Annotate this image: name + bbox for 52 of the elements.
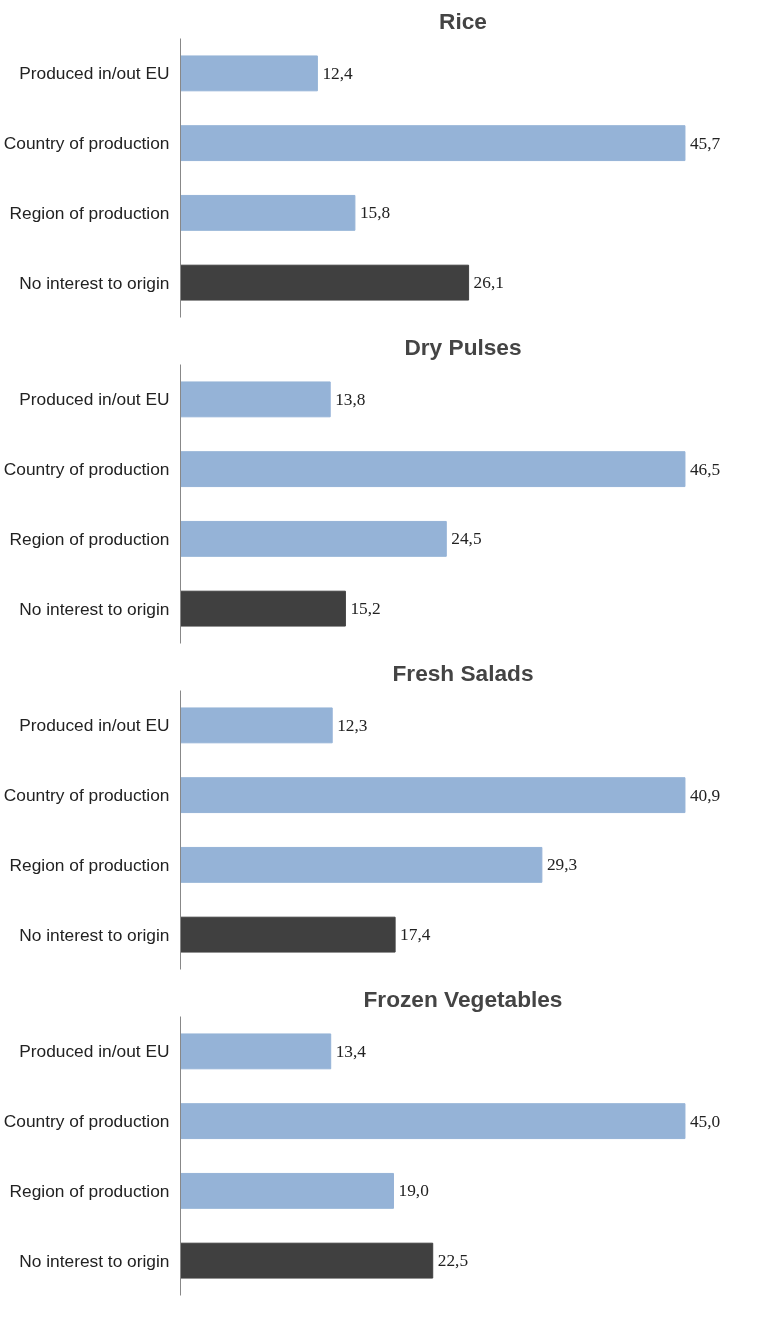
y-tick-label: Region of production <box>9 528 170 549</box>
y-tick-label: Produced in/out EU <box>19 63 170 84</box>
bar <box>180 777 686 814</box>
data-label: 13,4 <box>335 1041 367 1061</box>
bar <box>180 916 396 953</box>
data-label: 46,5 <box>689 459 721 479</box>
data-label: 22,5 <box>437 1251 469 1271</box>
y-tick-label: Country of production <box>3 1111 170 1132</box>
chart-title: Dry Pulses <box>404 333 522 360</box>
bar <box>180 520 447 557</box>
data-label: 45,7 <box>689 133 721 153</box>
y-tick-label: Produced in/out EU <box>19 715 170 736</box>
data-label: 15,2 <box>350 599 381 619</box>
y-tick-label: No interest to origin <box>19 924 170 945</box>
y-tick-label: No interest to origin <box>19 1250 170 1271</box>
chart-title: Frozen Vegetables <box>363 985 563 1012</box>
y-tick-label: No interest to origin <box>19 598 170 619</box>
bar <box>180 451 686 488</box>
y-tick-label: No interest to origin <box>19 272 170 293</box>
y-tick-label: Region of production <box>9 202 170 223</box>
bar <box>180 381 331 418</box>
bar <box>180 55 318 92</box>
data-label: 12,3 <box>337 715 368 735</box>
bar <box>180 846 543 883</box>
bar <box>180 590 346 627</box>
y-tick-label: Region of production <box>9 1180 170 1201</box>
y-tick-label: Country of production <box>3 459 170 480</box>
data-label: 45,0 <box>689 1111 721 1131</box>
data-label: 24,5 <box>451 529 482 549</box>
data-label: 19,0 <box>398 1181 429 1201</box>
bar <box>180 125 686 162</box>
y-tick-label: Produced in/out EU <box>19 389 170 410</box>
y-tick-label: Produced in/out EU <box>19 1041 170 1062</box>
data-label: 29,3 <box>546 855 578 875</box>
bar <box>180 707 333 744</box>
bar <box>180 194 356 231</box>
data-label: 17,4 <box>400 925 431 945</box>
chart-title: Fresh Salads <box>392 659 534 686</box>
bar <box>180 264 470 301</box>
chart-title: Rice <box>439 7 487 34</box>
bar <box>180 1242 434 1279</box>
data-label: 26,1 <box>473 273 504 293</box>
data-label: 13,8 <box>335 389 366 409</box>
data-label: 12,4 <box>322 63 354 83</box>
y-tick-label: Country of production <box>3 133 170 154</box>
data-label: 15,8 <box>359 203 391 223</box>
data-label: 40,9 <box>689 785 721 805</box>
y-tick-label: Region of production <box>9 854 170 875</box>
bar <box>180 1033 332 1070</box>
bar <box>180 1103 686 1140</box>
bar <box>180 1172 394 1209</box>
y-tick-label: Country of production <box>3 785 170 806</box>
